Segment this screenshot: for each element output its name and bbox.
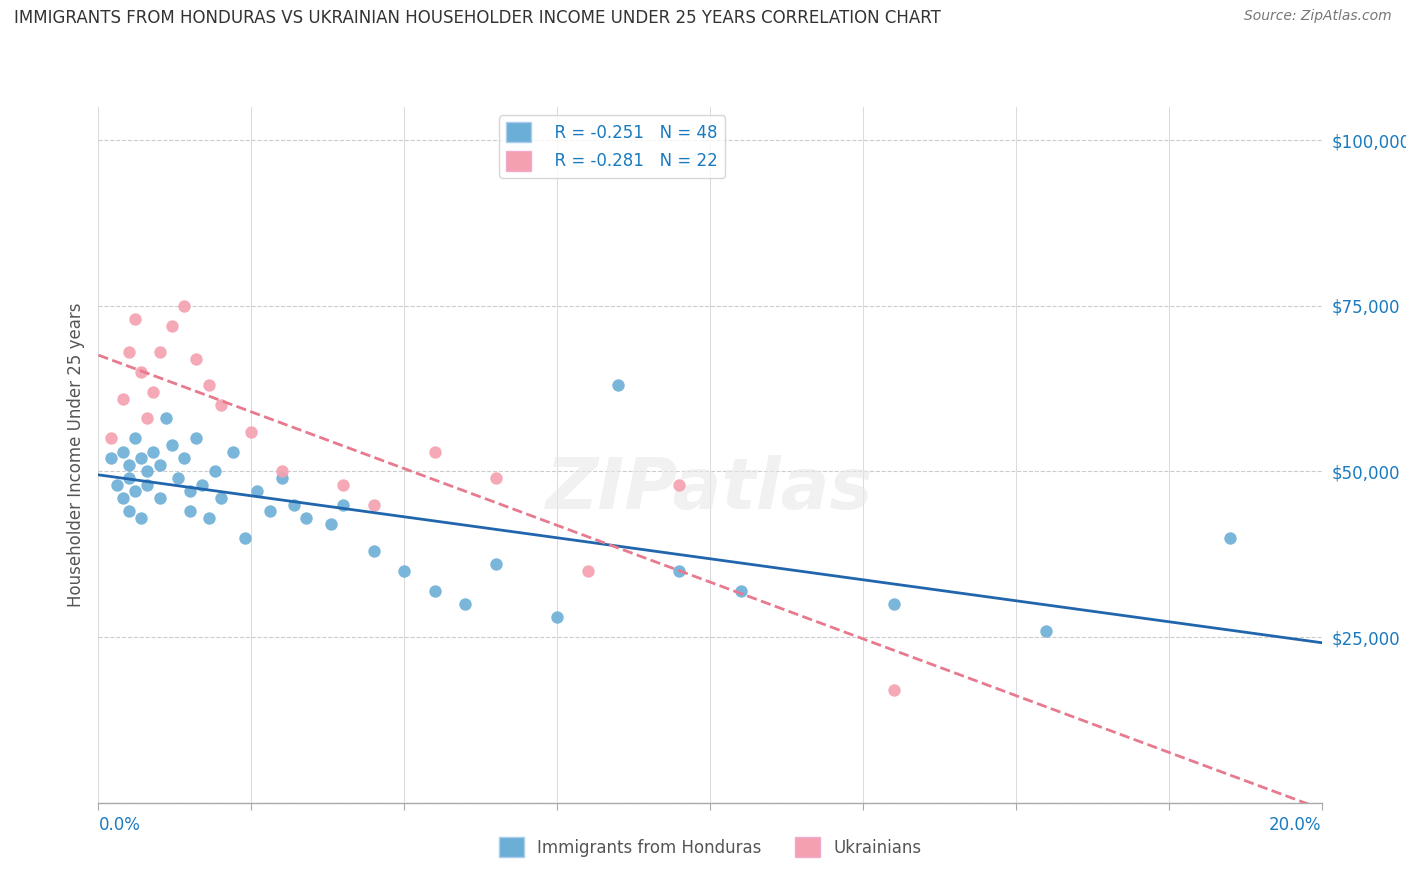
Point [204, 465, 226, 479]
Point [105, 477, 128, 491]
Point [233, 531, 256, 545]
Point [155, 411, 177, 425]
Point [179, 504, 201, 518]
Point [883, 597, 905, 611]
Point [129, 511, 152, 525]
Point [607, 378, 630, 392]
Y-axis label: Householder Income Under 25 years: Householder Income Under 25 years [66, 302, 84, 607]
Point [118, 504, 141, 518]
Point [136, 477, 159, 491]
Text: 0.0%: 0.0% [98, 816, 141, 834]
Point [197, 511, 219, 525]
Point [100, 431, 122, 445]
Point [246, 484, 269, 499]
Point [423, 444, 446, 458]
Point [1219, 531, 1241, 545]
Point [173, 451, 195, 466]
Text: 20.0%: 20.0% [1270, 816, 1322, 834]
Point [668, 477, 690, 491]
Point [423, 583, 446, 598]
Point [668, 564, 690, 578]
Point [160, 438, 183, 452]
Point [222, 444, 245, 458]
Point [295, 511, 318, 525]
Point [332, 498, 354, 512]
Point [124, 312, 146, 326]
Point [111, 491, 134, 505]
Point [363, 544, 385, 558]
Point [576, 564, 599, 578]
Point [363, 498, 385, 512]
Point [197, 378, 219, 392]
Point [129, 451, 152, 466]
Text: Source: ZipAtlas.com: Source: ZipAtlas.com [1244, 9, 1392, 23]
Point [454, 597, 477, 611]
Point [111, 444, 134, 458]
Point [124, 431, 146, 445]
Point [485, 471, 508, 485]
Point [332, 477, 354, 491]
Point [111, 392, 134, 406]
Point [160, 318, 183, 333]
Point [136, 465, 159, 479]
Point [142, 444, 165, 458]
Point [270, 471, 292, 485]
Point [240, 425, 263, 439]
Point [149, 491, 172, 505]
Point [142, 384, 165, 399]
Point [283, 498, 305, 512]
Point [129, 365, 152, 379]
Point [209, 398, 232, 412]
Point [259, 504, 281, 518]
Point [209, 491, 232, 505]
Point [186, 431, 208, 445]
Point [392, 564, 416, 578]
Point [173, 299, 195, 313]
Point [118, 458, 141, 472]
Point [136, 411, 159, 425]
Point [191, 477, 214, 491]
Point [1035, 624, 1057, 638]
Point [167, 471, 190, 485]
Point [118, 345, 141, 359]
Point [883, 683, 905, 698]
Legend: Immigrants from Honduras, Ukrainians: Immigrants from Honduras, Ukrainians [492, 830, 928, 864]
Point [319, 517, 342, 532]
Text: IMMIGRANTS FROM HONDURAS VS UKRAINIAN HOUSEHOLDER INCOME UNDER 25 YEARS CORRELAT: IMMIGRANTS FROM HONDURAS VS UKRAINIAN HO… [14, 9, 941, 27]
Point [179, 484, 201, 499]
Point [149, 345, 172, 359]
Text: ZIPatlas: ZIPatlas [547, 455, 873, 524]
Point [100, 451, 122, 466]
Point [124, 484, 146, 499]
Point [149, 458, 172, 472]
Point [485, 558, 508, 572]
Point [730, 583, 752, 598]
Point [118, 471, 141, 485]
Point [546, 610, 568, 624]
Point [186, 351, 208, 366]
Point [270, 465, 292, 479]
